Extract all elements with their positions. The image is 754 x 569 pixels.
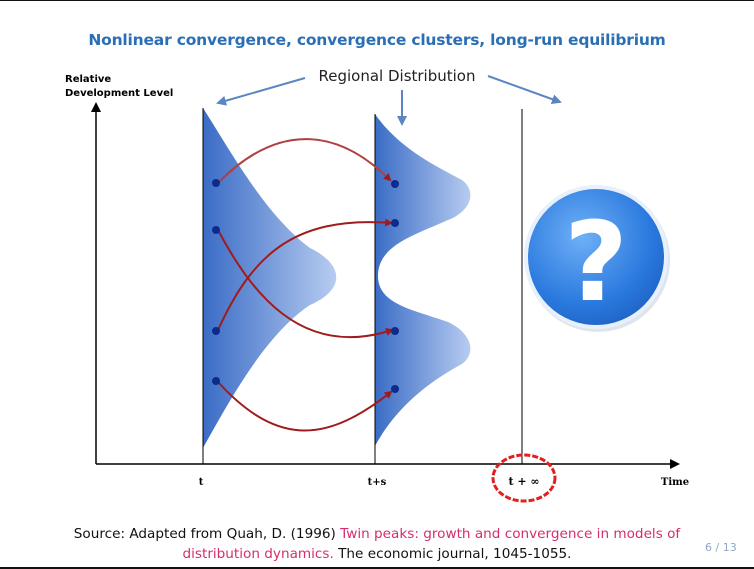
source-suffix: The economic journal, 1045-1055. [333,546,572,562]
regional-distribution-label: Regional Distribution [319,67,476,85]
point-ts-3 [391,327,399,335]
source-title-line2[interactable]: distribution dynamics. [182,546,334,562]
question-mark-icon: ? [564,198,628,326]
point-t-2 [212,226,220,234]
transition-arrow-3 [217,218,393,331]
top-rule [0,0,754,1]
point-ts-1 [391,180,399,188]
point-t-4 [212,377,220,385]
source-citation: Source: Adapted from Quah, D. (1996) Twi… [0,524,754,564]
point-ts-4 [391,385,399,393]
y-axis-label-line2: Development Level [65,88,173,99]
point-t-3 [212,327,220,335]
point-ts-2 [391,219,399,227]
point-t-1 [212,179,220,187]
x-label-t-plus-s: t+s [368,477,387,488]
highlight-circle [491,453,557,503]
source-title-line1[interactable]: Twin peaks: growth and convergence in mo… [340,526,681,542]
x-label-t: t [199,477,204,488]
transition-arrow-2 [217,229,394,339]
transition-arrow-1 [217,138,392,184]
source-prefix: Source: Adapted from Quah, D. (1996) [73,526,341,542]
question-circle [524,185,668,329]
x-axis-label-time: Time [661,477,689,488]
x-label-t-inf: t + ∞ [508,475,539,488]
page-number: 6 / 13 [705,541,737,554]
y-axis-label-line1: Relative [65,74,111,85]
callout-arrow-left [216,77,306,106]
distribution-t [203,108,337,448]
bottom-rule [0,567,754,569]
distribution-t-plus-s [375,114,471,446]
transition-arrow-4 [217,381,393,432]
callout-arrow-right [487,75,562,104]
slide-title: Nonlinear convergence, convergence clust… [88,31,666,49]
